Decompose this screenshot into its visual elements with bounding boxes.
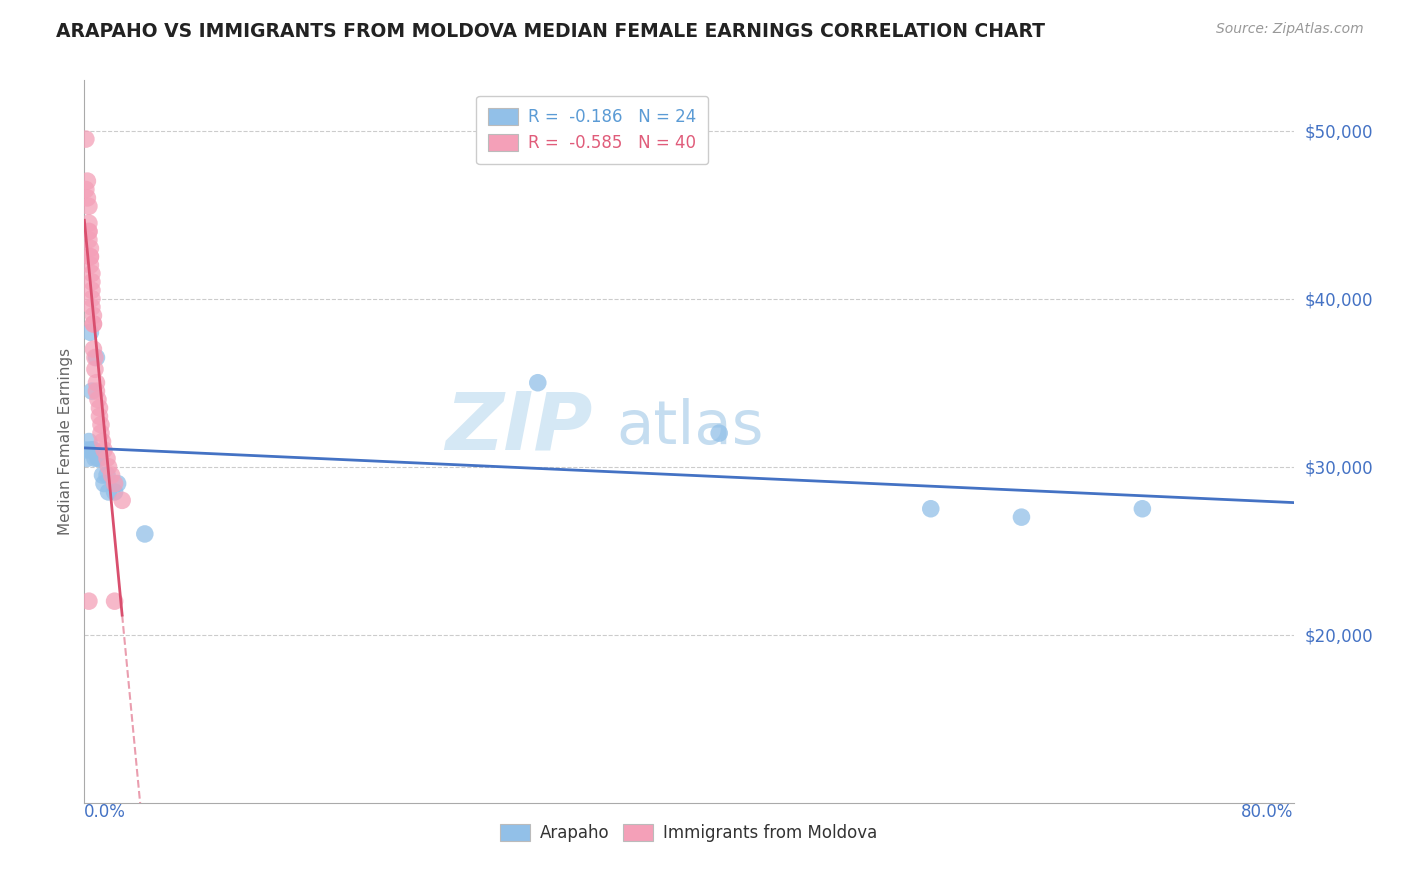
Text: Source: ZipAtlas.com: Source: ZipAtlas.com: [1216, 22, 1364, 37]
Point: [79, 326, 101, 340]
Point: [76, 174, 98, 188]
Point: [104, 476, 127, 491]
Point: [86, 384, 108, 398]
Point: [90, 417, 112, 432]
Point: [96, 468, 118, 483]
Point: [87, 392, 110, 407]
Point: [80, 300, 103, 314]
Point: [1130, 501, 1153, 516]
Point: [97, 459, 120, 474]
Point: [79, 241, 101, 255]
Point: [86, 351, 108, 365]
Point: [134, 527, 156, 541]
Point: [84, 351, 107, 365]
Point: [77, 434, 100, 449]
Point: [90, 426, 112, 441]
Point: [527, 376, 550, 390]
Point: [93, 476, 115, 491]
Point: [82, 342, 104, 356]
Text: 0.0%: 0.0%: [84, 803, 127, 821]
Point: [100, 468, 122, 483]
Point: [77, 225, 100, 239]
Point: [86, 376, 108, 390]
Point: [96, 451, 118, 466]
Point: [104, 594, 127, 608]
Point: [79, 250, 101, 264]
Point: [87, 451, 110, 466]
Point: [75, 132, 97, 146]
Point: [77, 216, 100, 230]
Point: [1011, 510, 1033, 524]
Point: [93, 442, 115, 457]
Point: [91, 434, 114, 449]
Point: [82, 317, 104, 331]
Point: [89, 401, 111, 415]
Text: ARAPAHO VS IMMIGRANTS FROM MOLDOVA MEDIAN FEMALE EARNINGS CORRELATION CHART: ARAPAHO VS IMMIGRANTS FROM MOLDOVA MEDIA…: [56, 22, 1045, 41]
Point: [104, 485, 127, 500]
Point: [111, 493, 134, 508]
Point: [77, 199, 100, 213]
Point: [77, 594, 100, 608]
Point: [79, 442, 101, 457]
Point: [80, 283, 103, 297]
Point: [89, 409, 111, 424]
Text: 80.0%: 80.0%: [1241, 803, 1294, 821]
Point: [82, 442, 104, 457]
Point: [80, 292, 103, 306]
Point: [80, 275, 103, 289]
Point: [75, 182, 97, 196]
Text: ZIP: ZIP: [444, 388, 592, 467]
Point: [79, 258, 101, 272]
Point: [107, 476, 129, 491]
Point: [76, 451, 98, 466]
Point: [709, 426, 731, 441]
Point: [97, 485, 120, 500]
Point: [91, 468, 114, 483]
Point: [89, 451, 111, 466]
Point: [920, 501, 942, 516]
Point: [75, 442, 97, 457]
Legend: Arapaho, Immigrants from Moldova: Arapaho, Immigrants from Moldova: [494, 817, 884, 848]
Point: [77, 233, 100, 247]
Point: [76, 191, 98, 205]
Point: [80, 267, 103, 281]
Point: [84, 362, 107, 376]
Point: [79, 250, 101, 264]
Text: atlas: atlas: [616, 398, 763, 457]
Point: [84, 451, 107, 466]
Point: [80, 442, 103, 457]
Point: [77, 225, 100, 239]
Y-axis label: Median Female Earnings: Median Female Earnings: [58, 348, 73, 535]
Point: [82, 309, 104, 323]
Point: [82, 317, 104, 331]
Point: [80, 384, 103, 398]
